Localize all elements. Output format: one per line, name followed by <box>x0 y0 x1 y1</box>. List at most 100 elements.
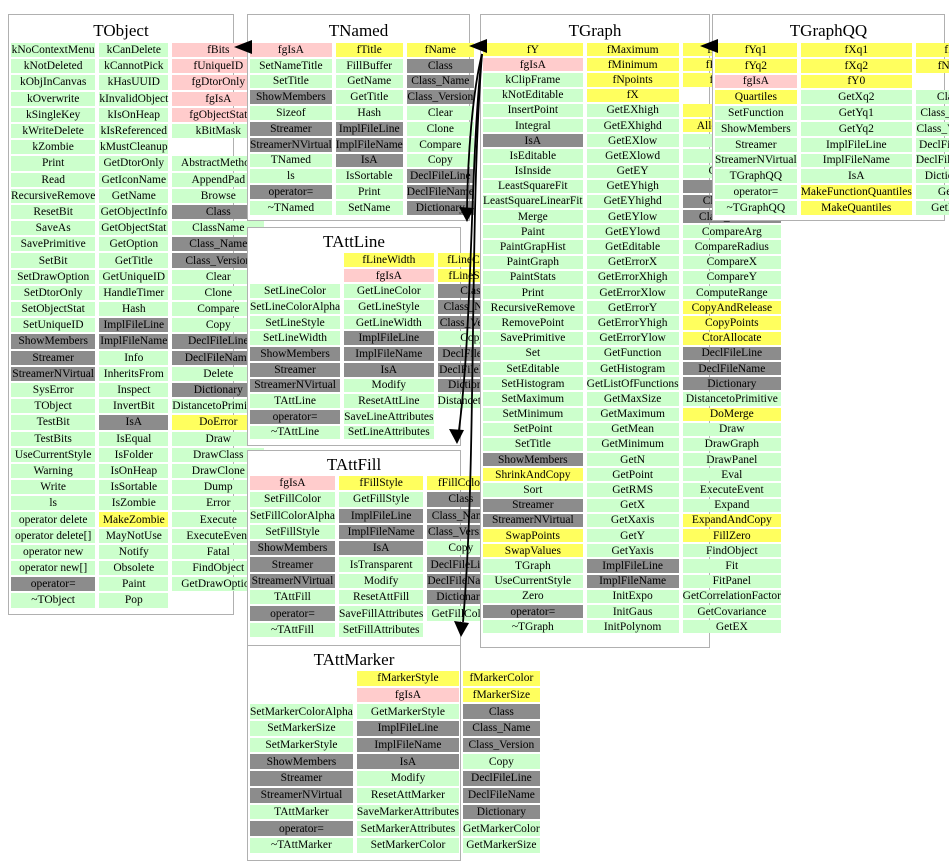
member-compare[interactable]: Compare <box>172 302 265 317</box>
member-class[interactable]: Class <box>406 58 474 73</box>
member-setmarkercoloralpha[interactable]: SetMarkerColorAlpha <box>250 704 353 720</box>
member-getxq2[interactable]: GetXq2 <box>800 90 912 105</box>
member-makefunctionquantiles[interactable]: MakeFunctionQuantiles <box>800 185 912 199</box>
member-fxq1[interactable]: fXq1 <box>800 43 912 57</box>
member-getxq1[interactable]: GetXq1 <box>915 200 949 215</box>
member-handletimer[interactable]: HandleTimer <box>99 285 169 300</box>
member-setname[interactable]: SetName <box>335 200 403 215</box>
member-iseditable[interactable]: IsEditable <box>483 149 583 163</box>
member-tgraphqq[interactable]: ~TGraphQQ <box>715 200 797 215</box>
member-swappoints[interactable]: SwapPoints <box>483 529 583 543</box>
member-clear[interactable]: Clear <box>406 106 474 120</box>
member-operator[interactable]: operator= <box>11 577 96 592</box>
member-isfolder[interactable]: IsFolder <box>99 447 169 462</box>
class-title-tgraph[interactable]: TGraph <box>568 21 622 40</box>
member-fgisa[interactable]: fgIsA <box>250 476 335 491</box>
member-copy[interactable]: Copy <box>406 153 474 168</box>
member-streamernvirtual[interactable]: StreamerNVirtual <box>483 513 583 527</box>
member-saveas[interactable]: SaveAs <box>11 221 96 236</box>
member-executeevent[interactable]: ExecuteEvent <box>682 483 781 497</box>
member-makezombie[interactable]: MakeZombie <box>99 512 169 527</box>
member-getmaximum[interactable]: GetMaximum <box>586 407 679 421</box>
member-leastsquarefit[interactable]: LeastSquareFit <box>483 179 583 193</box>
member-ctorallocate[interactable]: CtorAllocate <box>682 331 781 345</box>
member-copy[interactable]: Copy <box>463 754 540 770</box>
member-tattline[interactable]: TAttLine <box>250 394 341 408</box>
member-streamer[interactable]: Streamer <box>715 137 797 152</box>
member-operator-delete[interactable]: operator delete[] <box>11 528 96 543</box>
member-expand[interactable]: Expand <box>682 498 781 512</box>
member-knotdeleted[interactable]: kNotDeleted <box>11 59 96 74</box>
member-gethistogram[interactable]: GetHistogram <box>586 361 679 376</box>
member-delete[interactable]: Delete <box>172 366 265 381</box>
member-ftitle[interactable]: fTitle <box>335 43 403 57</box>
member-getdtoronly[interactable]: GetDtorOnly <box>99 156 169 171</box>
member-koverwrite[interactable]: kOverwrite <box>11 91 96 106</box>
member-fgisa[interactable]: fgIsA <box>483 58 583 72</box>
member-declfileline[interactable]: DeclFileLine <box>682 346 781 360</box>
member-operator[interactable]: operator= <box>250 185 332 199</box>
member-kwritedelete[interactable]: kWriteDelete <box>11 123 96 139</box>
member-set[interactable]: Set <box>483 346 583 360</box>
member-implfileline[interactable]: ImplFileLine <box>99 318 169 333</box>
member-kbitmask[interactable]: kBitMask <box>172 123 265 139</box>
member-geteyhighd[interactable]: GetEYhighd <box>586 194 679 209</box>
member-geterrorxhigh[interactable]: GetErrorXhigh <box>586 270 679 284</box>
member-warning[interactable]: Warning <box>11 463 96 479</box>
member-getfunction[interactable]: GetFunction <box>586 346 679 360</box>
member-setmarkercolor[interactable]: SetMarkerColor <box>356 837 460 853</box>
member-declfilename[interactable]: DeclFileName <box>406 185 474 199</box>
member-zero[interactable]: Zero <box>483 589 583 603</box>
member-declfileline[interactable]: DeclFileLine <box>463 771 540 786</box>
member-setobjectstat[interactable]: SetObjectStat <box>11 302 96 317</box>
member-getmaxsize[interactable]: GetMaxSize <box>586 392 679 406</box>
member-fy[interactable]: fY <box>483 43 583 57</box>
member-getname[interactable]: GetName <box>335 74 403 89</box>
member-dictionary[interactable]: Dictionary <box>406 200 474 215</box>
member-quartiles[interactable]: Quartiles <box>715 90 797 105</box>
member-tattmarker[interactable]: ~TAttMarker <box>250 837 353 853</box>
member-tattfill[interactable]: ~TAttFill <box>250 622 335 637</box>
member-dump[interactable]: Dump <box>172 480 265 495</box>
member-fmarkercolor[interactable]: fMarkerColor <box>463 671 540 686</box>
member-getname[interactable]: GetName <box>99 188 169 203</box>
member-streamernvirtual[interactable]: StreamerNVirtual <box>11 366 96 381</box>
member-inheritsfrom[interactable]: InheritsFrom <box>99 366 169 381</box>
member-getobjectstat[interactable]: GetObjectStat <box>99 221 169 236</box>
member-getlinewidth[interactable]: GetLineWidth <box>344 315 434 330</box>
member-dictionary[interactable]: Dictionary <box>915 169 949 184</box>
member-fyq2[interactable]: fYq2 <box>715 58 797 73</box>
member-class-version[interactable]: Class_Version <box>406 90 474 105</box>
member-ls[interactable]: ls <box>250 169 332 184</box>
member-getpoint[interactable]: GetPoint <box>586 468 679 482</box>
member-error[interactable]: Error <box>172 496 265 511</box>
member-operator[interactable]: operator= <box>250 409 341 424</box>
member-getrms[interactable]: GetRMS <box>586 483 679 497</box>
member-geterrorx[interactable]: GetErrorX <box>586 255 679 269</box>
class-box-tattline[interactable]: TAttLine fLineWidth fLineColor fgIsA fLineS… <box>247 227 508 446</box>
member-operator-delete[interactable]: operator delete <box>11 512 96 527</box>
member-iszombie[interactable]: IsZombie <box>99 496 169 511</box>
member-showmembers[interactable]: ShowMembers <box>715 121 797 136</box>
class-title-tattline[interactable]: TAttLine <box>323 232 385 251</box>
member-pop[interactable]: Pop <box>99 593 169 608</box>
member-kinvalidobject[interactable]: kInvalidObject <box>99 91 169 106</box>
member-setlinestyle[interactable]: SetLineStyle <box>250 315 341 330</box>
member-isa[interactable]: IsA <box>800 169 912 184</box>
member-getexlow[interactable]: GetEXlow <box>586 134 679 148</box>
member-isequal[interactable]: IsEqual <box>99 431 169 446</box>
member-fgdtoronly[interactable]: fgDtorOnly <box>172 75 265 90</box>
member-tnamed[interactable]: ~TNamed <box>250 200 332 215</box>
member-recursiveremove[interactable]: RecursiveRemove <box>11 188 96 203</box>
member-clear[interactable]: Clear <box>172 269 265 284</box>
member-testbit[interactable]: TestBit <box>11 415 96 430</box>
member-hash[interactable]: Hash <box>335 106 403 120</box>
member-isa[interactable]: IsA <box>344 362 434 377</box>
member-getyaxis[interactable]: GetYaxis <box>586 544 679 558</box>
member-fmaximum[interactable]: fMaximum <box>586 43 679 57</box>
member-leastsquarelinearfit[interactable]: LeastSquareLinearFit <box>483 194 583 209</box>
member-isa[interactable]: IsA <box>483 134 583 148</box>
member-operator[interactable]: operator= <box>483 604 583 619</box>
member-getlistoffunctions[interactable]: GetListOfFunctions <box>586 377 679 391</box>
member-showmembers[interactable]: ShowMembers <box>250 347 341 361</box>
